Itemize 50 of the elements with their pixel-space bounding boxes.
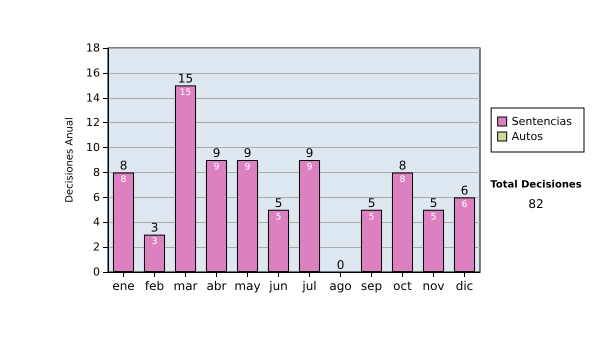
legend-label: Autos [512,130,544,143]
y-tick-label: 2 [93,240,100,254]
x-tick-label: nov [422,279,445,293]
data-label: 5 [368,212,374,222]
x-tick-label: dic [456,279,474,293]
total-label: 9 [306,146,314,160]
total-label: 0 [336,258,344,272]
y-tick-label: 10 [86,141,100,154]
y-tick-label: 0 [93,266,100,278]
x-tick-label: feb [144,279,164,293]
data-label: 15 [180,88,192,98]
data-label: 8 [400,174,406,185]
data-label: 9 [244,162,251,172]
x-tick-label: may [234,279,261,293]
total-label: 5 [274,196,282,210]
y-tick-label: 14 [86,91,100,104]
legend-label: Sentencias [512,115,572,128]
data-label: 8 [120,174,127,185]
total-label: 9 [212,146,220,160]
x-tick-label: jun [268,279,288,293]
text: 82 [528,197,544,211]
total-label: 8 [120,158,128,172]
total-label: 8 [398,158,406,172]
y-tick-label: 18 [86,42,100,54]
data-label: 5 [430,212,436,222]
y-tick-label: 4 [93,216,100,229]
data-label: 5 [276,212,282,222]
y-tick-label: 12 [86,116,100,130]
data-label: 3 [152,237,158,248]
x-tick-label: abr [206,279,227,293]
x-tick-label: ago [329,279,352,293]
x-tick-label: jul [301,279,317,293]
data-label: 6 [462,200,468,210]
total-label: 6 [460,183,468,198]
total-label: 3 [150,220,158,235]
y-tick-label: 16 [86,66,100,80]
total-label: 9 [244,146,252,160]
x-tick-label: oct [393,279,412,293]
total-label: 15 [178,71,194,86]
y-axis-title: Decisiones Anual [64,117,76,203]
text: Total Decisiones [490,180,582,190]
total-label: 5 [368,196,376,210]
y-tick-label: 8 [93,166,100,179]
x-tick-label: sep [360,279,382,293]
total-label: 5 [430,196,438,210]
y-tick-label: 6 [93,190,100,204]
data-label: 9 [214,162,220,172]
x-tick-label: ene [112,279,135,293]
data-label: 9 [306,162,313,172]
x-tick-label: mar [174,279,198,293]
